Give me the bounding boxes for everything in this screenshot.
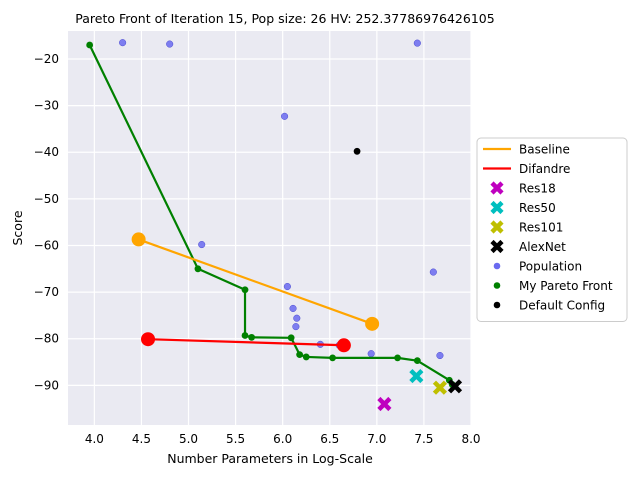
legend-box [476,137,628,322]
legend-item-res50: Res50 [490,200,556,215]
x-tick-labels: 4.0 4.5 5.0 5.5 6.0 6.5 7.0 7.5 8.0 [85,432,481,446]
my-pareto-front-point [302,353,310,361]
x-tick-label: 5.0 [179,432,198,446]
legend: Baseline Difandre Res18 Res50 Res101 AlexNet P… [476,137,628,322]
my-pareto-front-point [413,357,421,365]
y-tick-labels: −20 −30 −40 −50 −60 −70 −80 −90 [34,52,59,392]
x-tick-label: 6.0 [273,432,292,446]
difandre-line [148,338,344,347]
y-tick-label: −90 [34,378,59,392]
legend-label: Res50 [519,201,556,215]
population-point [429,268,437,276]
default-config-series [353,147,361,155]
population-point [283,282,291,291]
grid-lines [68,31,472,425]
population-point [198,241,206,249]
legend-item-my-pareto-front: My Pareto Front [493,279,613,293]
baseline-point [131,232,146,247]
my-pareto-front-point [394,354,401,362]
my-pareto-front-point [296,351,304,358]
x-marker [409,368,424,384]
my-pareto-front-point [287,334,295,342]
alexnet-series [447,379,463,394]
legend-item-baseline: Baseline [483,143,570,157]
y-tick-label: −70 [34,285,59,299]
legend-item-difandre: Difandre [483,162,570,176]
legend-item-population: Population [493,260,582,274]
population-point [436,351,444,360]
legend-label: Population [519,260,582,274]
data-series [86,39,463,412]
my-pareto-front-point [329,354,336,362]
legend-label: Res18 [519,182,556,196]
x-marker [377,396,392,412]
baseline-line [138,238,373,325]
my-pareto-front-point [241,286,249,294]
legend-x-swatch [490,200,504,215]
my-pareto-front-point [241,332,249,339]
legend-dot-swatch [493,301,501,309]
legend-label: Res101 [519,221,563,235]
my-pareto-front-point [248,333,256,341]
y-tick-label: −80 [34,332,59,346]
y-axis-label: Score [10,210,25,245]
x-tick-label: 7.0 [367,432,386,446]
population-point [293,314,301,322]
legend-item-alexnet: AlexNet [490,239,566,254]
y-tick-label: −20 [34,52,59,66]
baseline-point [365,316,380,331]
population-point [166,40,174,48]
x-tick-label: 8.0 [461,432,480,446]
x-tick-label: 4.5 [132,432,151,446]
legend-dot-swatch [493,282,501,289]
y-tick-label: −40 [34,145,59,159]
population-point [367,350,375,358]
legend-label: Baseline [519,143,570,157]
plot-area [68,31,471,425]
x-marker [432,380,448,395]
x-tick-label: 6.5 [320,432,339,446]
difandre-point [141,332,156,347]
x-tick-label: 7.5 [414,432,433,446]
x-axis-label: Number Parameters in Log-Scale [167,451,373,466]
my-pareto-front-point [194,265,202,273]
baseline-series [131,232,380,331]
y-tick-label: −30 [34,99,59,113]
res50-series [409,368,424,384]
population-point [292,323,300,331]
population-point [289,304,297,312]
population-point [281,112,289,120]
population-point [413,39,421,47]
difandre-point [336,338,351,353]
x-marker [447,379,463,394]
y-tick-label: −50 [34,192,59,206]
res101-series [432,380,448,395]
legend-item-res101: Res101 [490,220,563,235]
x-tick-label: 5.5 [226,432,245,446]
default-config-point [353,147,361,155]
my-pareto-front-point [86,41,94,49]
difandre-series [141,332,351,353]
population-point [119,39,127,47]
legend-label: My Pareto Front [519,279,613,293]
legend-label: Difandre [519,162,570,176]
legend-x-swatch [490,220,504,234]
chart-title: Pareto Front of Iteration 15, Pop size: … [75,11,494,26]
legend-item-default-config: Default Config [493,299,605,313]
legend-label: Default Config [519,299,605,313]
x-tick-label: 4.0 [85,432,104,446]
y-tick-label: −60 [34,238,59,252]
legend-dot-swatch [493,262,501,270]
legend-label: AlexNet [519,240,566,254]
legend-x-swatch [490,181,504,195]
legend-x-swatch [490,239,504,254]
legend-item-res18: Res18 [490,181,556,196]
res18-series [377,396,392,412]
